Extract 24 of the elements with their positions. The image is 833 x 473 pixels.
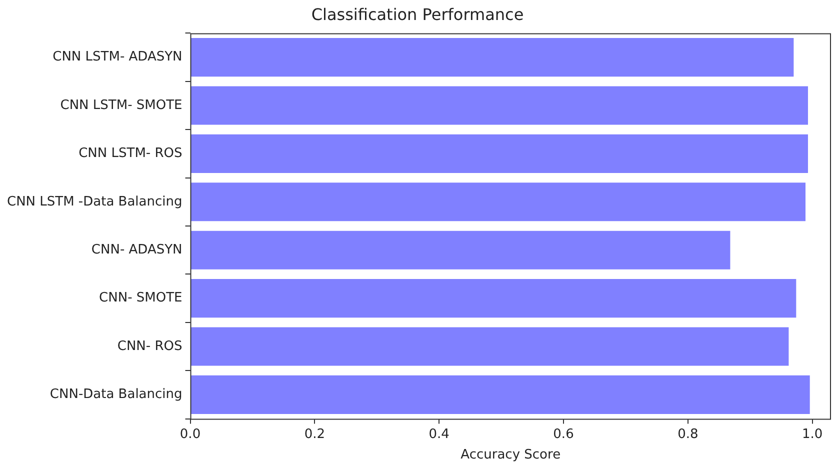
y-tick-label: CNN LSTM- ROS [78,146,182,162]
x-tick-label: 1.0 [802,426,823,442]
bar [190,230,730,270]
y-tick-label: CNN- ADASYN [91,242,182,258]
bar [190,86,808,125]
x-tick-label: 0.0 [180,426,201,442]
y-tick-label: CNN LSTM -Data Balancing [6,194,182,210]
bar [190,38,794,77]
x-axis-title: Accuracy Score [460,448,561,463]
y-tick-label: CNN LSTM- SMOTE [60,98,182,113]
y-tick-label: CNN-Data Balancing [50,387,182,402]
chart-title: Classification Performance [311,4,524,24]
x-tick-label: 0.6 [553,426,574,442]
x-tick-label: 0.8 [678,426,698,442]
bar [190,279,796,318]
x-tick-label: 0.2 [304,426,326,442]
bar [190,182,806,222]
y-tick-label: CNN- SMOTE [99,290,182,306]
y-tick-label: CNN- ROS [117,338,182,354]
bar [190,375,810,414]
x-tick-label: 0.4 [428,426,450,442]
bar [190,327,789,366]
y-tick-label: CNN LSTM- ADASYN [52,50,182,65]
bar [190,134,808,173]
